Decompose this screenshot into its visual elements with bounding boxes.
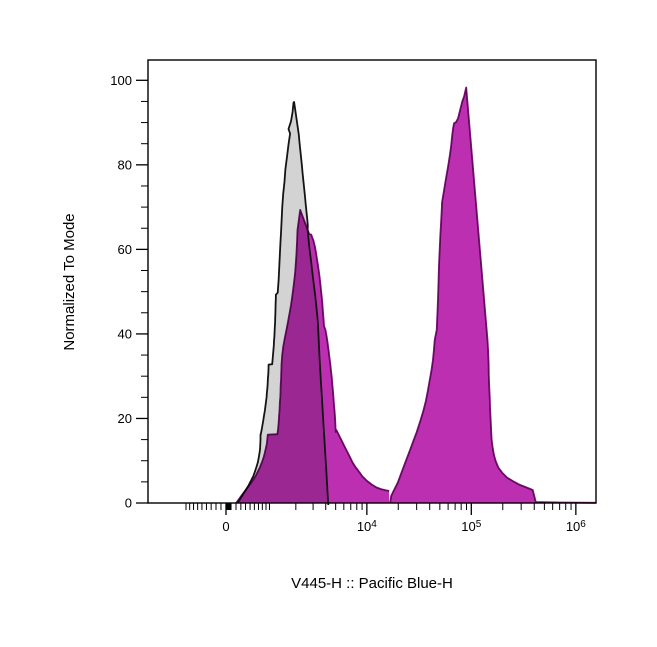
svg-text:0: 0 (125, 496, 132, 511)
svg-text:100: 100 (110, 73, 132, 88)
svg-text:40: 40 (118, 326, 132, 341)
svg-text:105: 105 (461, 519, 481, 535)
svg-text:0: 0 (222, 519, 229, 534)
svg-text:106: 106 (566, 519, 586, 535)
svg-text:80: 80 (118, 157, 132, 172)
svg-text:20: 20 (118, 411, 132, 426)
svg-text:104: 104 (357, 519, 377, 535)
svg-text:Normalized To Mode: Normalized To Mode (61, 213, 78, 350)
svg-text:60: 60 (118, 242, 132, 257)
svg-text:V445-H :: Pacific Blue-H: V445-H :: Pacific Blue-H (291, 575, 453, 592)
